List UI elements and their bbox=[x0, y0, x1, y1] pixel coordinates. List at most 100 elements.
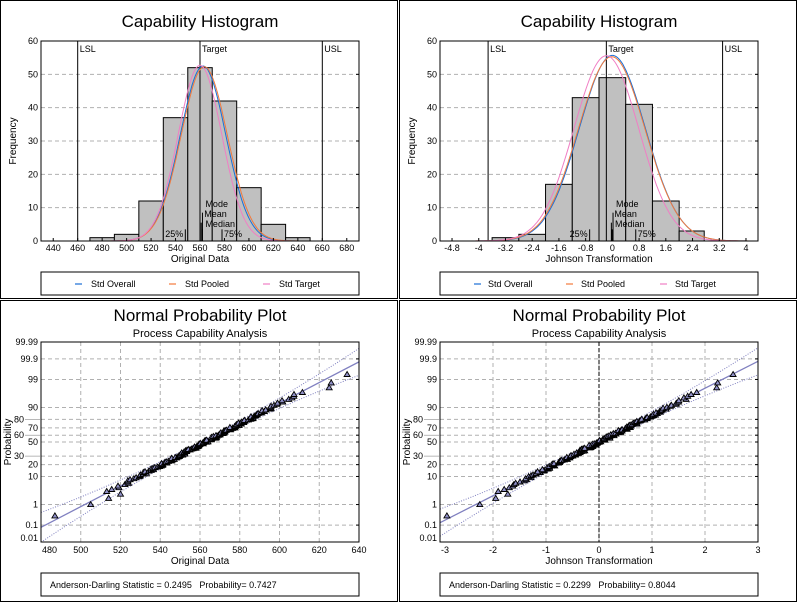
chart-title: Normal Probability Plot bbox=[114, 306, 287, 325]
stat-label-75: 75% bbox=[638, 229, 656, 239]
spec-label-target: Target bbox=[202, 44, 228, 54]
spec-label-usl: USL bbox=[324, 44, 342, 54]
y-tick-label: 30 bbox=[427, 136, 437, 146]
y-axis-label: Probability bbox=[402, 419, 413, 466]
spec-label-target: Target bbox=[608, 44, 634, 54]
x-tick-label: 500 bbox=[73, 545, 88, 555]
anderson-darling-statistic: Anderson-Darling Statistic = 0.2299 Prob… bbox=[449, 580, 676, 590]
statistics-box bbox=[439, 572, 759, 597]
y-tick-label: 80 bbox=[14, 414, 24, 424]
y-tick-label: 10 bbox=[427, 203, 437, 213]
x-tick-label: -1.6 bbox=[551, 243, 567, 253]
stat-label-mode: Mode bbox=[205, 199, 228, 209]
x-tick-label: 480 bbox=[95, 243, 110, 253]
legend: Std Overall Std Pooled Std Target bbox=[40, 271, 360, 296]
data-point bbox=[290, 390, 298, 397]
x-tick-label: 0 bbox=[610, 243, 615, 253]
x-tick-label: 1.6 bbox=[660, 243, 673, 253]
spec-label-lsl: LSL bbox=[490, 44, 506, 54]
x-tick-label: 3 bbox=[755, 545, 760, 555]
plot-inner bbox=[440, 342, 758, 542]
data-point bbox=[86, 500, 95, 508]
y-tick-label: 0.1 bbox=[25, 520, 38, 530]
x-axis-label: Original Data bbox=[171, 254, 230, 265]
data-point bbox=[327, 379, 335, 386]
stat-label-mode: Mode bbox=[616, 199, 639, 209]
x-tick-label: -0.8 bbox=[578, 243, 594, 253]
statistics-box bbox=[40, 572, 360, 597]
data-point bbox=[278, 396, 286, 404]
y-tick-label: 99.99 bbox=[15, 337, 38, 347]
legend: Std Overall Std Pooled Std Target bbox=[439, 271, 759, 296]
y-tick-label: 0.01 bbox=[419, 533, 437, 543]
x-tick-label: 580 bbox=[232, 545, 247, 555]
x-axis-label: Original Data bbox=[171, 556, 230, 567]
y-tick-label: 0 bbox=[432, 236, 437, 246]
y-tick-label: 40 bbox=[28, 103, 38, 113]
legend-label-std-target: Std Target bbox=[675, 279, 716, 289]
y-tick-label: 60 bbox=[427, 36, 437, 46]
x-tick-label: 520 bbox=[144, 243, 159, 253]
histogram-bar bbox=[162, 117, 189, 242]
y-tick-label: 20 bbox=[28, 460, 38, 470]
legend-label-std-overall: Std Overall bbox=[488, 279, 533, 289]
data-point bbox=[713, 379, 722, 386]
data-point bbox=[491, 494, 500, 501]
y-tick-label: 0.01 bbox=[20, 533, 38, 543]
legend-box bbox=[439, 271, 759, 296]
y-axis-label: Probability bbox=[3, 419, 14, 466]
chart-subtitle: Process Capability Analysis bbox=[532, 328, 667, 340]
y-tick-label: 1 bbox=[432, 500, 437, 510]
y-tick-label: 99.9 bbox=[419, 354, 437, 364]
data-point bbox=[729, 370, 737, 377]
x-tick-label: -3 bbox=[441, 545, 449, 555]
x-tick-label: 640 bbox=[290, 243, 305, 253]
y-tick-label: 20 bbox=[28, 169, 38, 179]
probability-plot-johnson-panel: Normal Probability Plot Process Capabili… bbox=[399, 300, 797, 602]
x-tick-label: 2.4 bbox=[686, 243, 699, 253]
x-tick-label: 660 bbox=[315, 243, 330, 253]
y-tick-label: 90 bbox=[28, 403, 38, 413]
y-tick-label: 40 bbox=[427, 103, 437, 113]
y-tick-label: 30 bbox=[14, 451, 24, 461]
data-point bbox=[692, 388, 701, 395]
x-tick-label: -4 bbox=[475, 243, 483, 253]
x-tick-label: -1 bbox=[542, 545, 550, 555]
y-tick-label: 20 bbox=[427, 460, 437, 470]
x-tick-label: 480 bbox=[42, 545, 57, 555]
histogram-bar bbox=[598, 77, 627, 242]
data-point bbox=[116, 490, 125, 497]
chart-subtitle: Process Capability Analysis bbox=[133, 328, 268, 340]
x-tick-label: 0.8 bbox=[633, 243, 646, 253]
data-point bbox=[104, 494, 113, 501]
stat-label-median: Median bbox=[205, 219, 235, 229]
plot-inner bbox=[41, 342, 359, 542]
confidence-band-lower bbox=[440, 374, 758, 537]
legend-box bbox=[40, 271, 360, 296]
x-tick-label: -2.4 bbox=[524, 243, 540, 253]
data-point bbox=[226, 423, 234, 430]
y-tick-label: 50 bbox=[427, 437, 437, 447]
stat-label-mean: Mean bbox=[614, 209, 637, 219]
x-tick-label: -4.8 bbox=[444, 243, 460, 253]
y-tick-label: 70 bbox=[28, 423, 38, 433]
chart-title: Capability Histogram bbox=[122, 12, 279, 31]
confidence-band-upper bbox=[41, 347, 359, 513]
data-point bbox=[51, 512, 59, 519]
legend-label-std-overall: Std Overall bbox=[91, 279, 136, 289]
x-tick-label: 440 bbox=[46, 243, 61, 253]
stat-label-75: 75% bbox=[224, 229, 242, 239]
probability-plot-johnson-chart: Normal Probability Plot Process Capabili… bbox=[402, 306, 761, 597]
data-point bbox=[687, 390, 695, 397]
x-tick-label: 520 bbox=[113, 545, 128, 555]
stat-label-25: 25% bbox=[570, 229, 588, 239]
legend-label-std-target: Std Target bbox=[279, 279, 320, 289]
x-tick-label: 540 bbox=[153, 545, 168, 555]
y-tick-label: 20 bbox=[427, 169, 437, 179]
histogram-original-chart: Capability Histogram Original Data Frequ… bbox=[8, 12, 360, 296]
x-tick-label: 2 bbox=[702, 545, 707, 555]
